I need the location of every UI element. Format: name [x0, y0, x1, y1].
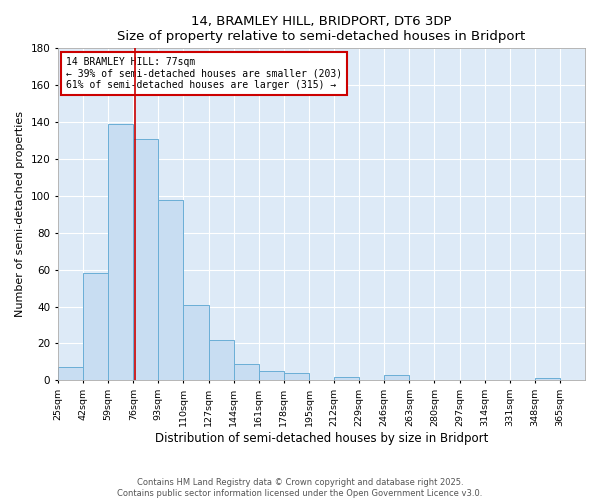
Bar: [108, 124, 133, 380]
Bar: [334, 376, 359, 380]
Bar: [233, 364, 259, 380]
Bar: [58, 368, 83, 380]
Title: 14, BRAMLEY HILL, BRIDPORT, DT6 3DP
Size of property relative to semi-detached h: 14, BRAMLEY HILL, BRIDPORT, DT6 3DP Size…: [118, 15, 526, 43]
Bar: [209, 340, 233, 380]
Bar: [384, 375, 409, 380]
Bar: [83, 274, 108, 380]
Text: 14 BRAMLEY HILL: 77sqm
← 39% of semi-detached houses are smaller (203)
61% of se: 14 BRAMLEY HILL: 77sqm ← 39% of semi-det…: [66, 56, 342, 90]
Bar: [535, 378, 560, 380]
Text: Contains HM Land Registry data © Crown copyright and database right 2025.
Contai: Contains HM Land Registry data © Crown c…: [118, 478, 482, 498]
X-axis label: Distribution of semi-detached houses by size in Bridport: Distribution of semi-detached houses by …: [155, 432, 488, 445]
Bar: [184, 304, 209, 380]
Y-axis label: Number of semi-detached properties: Number of semi-detached properties: [15, 112, 25, 318]
Bar: [259, 371, 284, 380]
Bar: [158, 200, 184, 380]
Bar: [133, 138, 158, 380]
Bar: [284, 373, 309, 380]
